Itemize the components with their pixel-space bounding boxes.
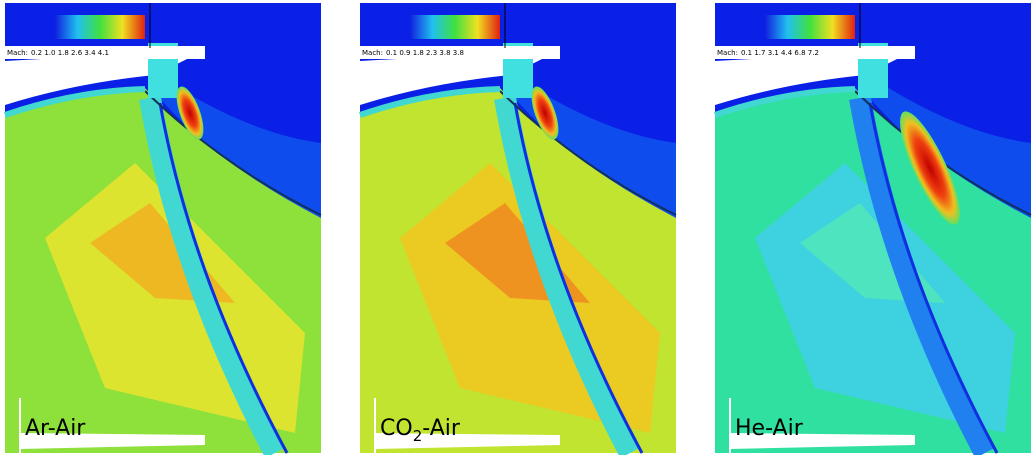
label-rest: -Air (422, 416, 461, 441)
label-main: Ar-Air (25, 416, 86, 441)
panel-label: Ar-Air (25, 416, 86, 441)
boundary-layer (499, 90, 677, 216)
panel-label: CO2-Air (380, 416, 461, 445)
boundary-layer (144, 90, 322, 216)
colorbar-title: Mach: (717, 49, 738, 57)
panel-label: He-Air (735, 416, 804, 441)
bottom-wall (375, 433, 560, 449)
colorbar-text: Mach: 0.1 1.7 3.1 4.4 6.8 7.2 (717, 49, 819, 57)
colorbar (410, 15, 500, 39)
bottom-wall (20, 433, 205, 449)
colorbar (765, 15, 855, 39)
label-sub: 2 (413, 427, 423, 445)
colorbar-ticks: 0.2 1.0 1.8 2.6 3.4 4.1 (31, 49, 109, 57)
shock-line (868, 102, 999, 454)
contour-panel: Mach: 0.1 1.7 3.1 4.4 6.8 7.2 He-Air (714, 3, 1032, 455)
colorbar-text: Mach: 0.2 1.0 1.8 2.6 3.4 4.1 (7, 49, 109, 57)
label-main: CO (380, 416, 413, 441)
legend-strip (715, 46, 915, 59)
legend-strip (360, 46, 560, 59)
hot-spot (900, 111, 960, 225)
contour-panel: Mach: 0.1 0.9 1.8 2.3 3.8 3.8 CO2-Air (359, 3, 677, 455)
contour-panel: Mach: 0.2 1.0 1.8 2.6 3.4 4.1 Ar-Air (4, 3, 322, 455)
colorbar-title: Mach: (7, 49, 28, 57)
hot-spot (176, 86, 204, 140)
label-main: He-Air (735, 416, 804, 441)
legend-strip (5, 46, 205, 59)
shock-line (158, 102, 289, 454)
colorbar-ticks: 0.1 0.9 1.8 2.3 3.8 3.8 (386, 49, 464, 57)
shock-band (849, 96, 995, 455)
hot-spot (531, 86, 559, 140)
wall-edge (359, 86, 501, 118)
wall-edge (714, 86, 856, 118)
shock-line (513, 102, 644, 454)
colorbar-text: Mach: 0.1 0.9 1.8 2.3 3.8 3.8 (362, 49, 464, 57)
colorbar (55, 15, 145, 39)
colorbar-title: Mach: (362, 49, 383, 57)
shock-band (494, 96, 640, 455)
wall-edge (4, 86, 146, 118)
outer-flow (865, 73, 1031, 223)
bottom-wall (730, 433, 915, 449)
shock-band (139, 96, 285, 455)
colorbar-ticks: 0.1 1.7 3.1 4.4 6.8 7.2 (741, 49, 819, 57)
